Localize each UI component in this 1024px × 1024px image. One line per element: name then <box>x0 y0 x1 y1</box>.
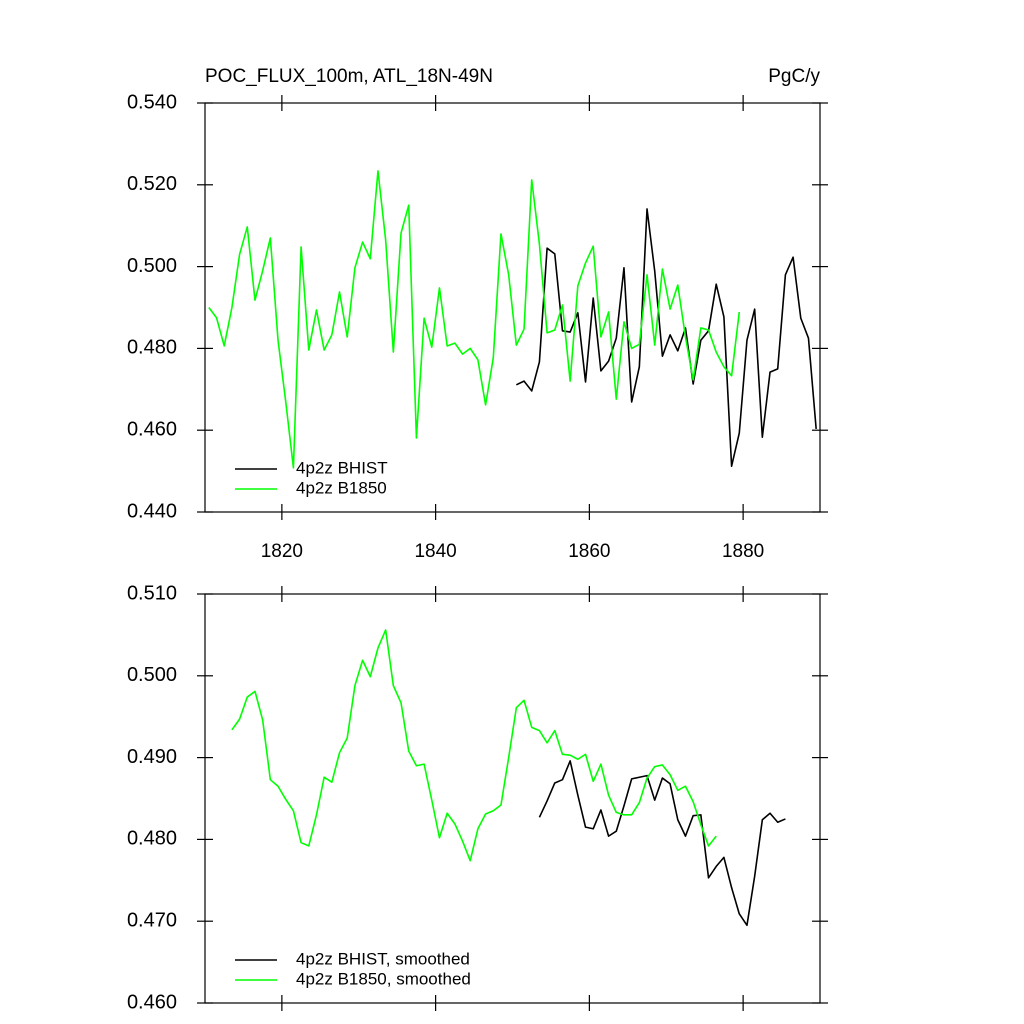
y-tick-label: 0.460 <box>127 991 177 1013</box>
y-tick-label: 0.500 <box>127 664 177 686</box>
y-tick-label: 0.440 <box>127 500 177 522</box>
x-tick-label: 1860 <box>568 541 610 562</box>
y-tick-label: 0.520 <box>127 173 177 195</box>
legend-label: 4p2z B1850, smoothed <box>296 969 471 988</box>
legend-label: 4p2z BHIST, smoothed <box>296 949 470 968</box>
chart-title: POC_FLUX_100m, ATL_18N-49N <box>205 66 493 87</box>
y-tick-label: 0.480 <box>127 828 177 850</box>
x-tick-label: 1840 <box>414 541 456 562</box>
data-line <box>515 208 817 467</box>
data-line <box>208 170 741 469</box>
data-line <box>231 629 717 862</box>
y-tick-label: 0.510 <box>127 582 177 604</box>
x-tick-label: 1820 <box>261 541 303 562</box>
y-tick-label: 0.460 <box>127 418 177 440</box>
legend-label: 4p2z BHIST <box>296 458 388 477</box>
y-tick-label: 0.480 <box>127 337 177 359</box>
data-line <box>538 760 786 927</box>
y-tick-label: 0.470 <box>127 909 177 931</box>
plot-frame <box>204 593 821 1004</box>
legend-label: 4p2z B1850 <box>296 478 387 497</box>
y-tick-label: 0.500 <box>127 255 177 277</box>
units-label: PgC/y <box>768 66 820 87</box>
y-tick-label: 0.540 <box>127 91 177 113</box>
plot-frame <box>204 102 821 513</box>
y-tick-label: 0.490 <box>127 746 177 768</box>
x-tick-label: 1880 <box>722 541 764 562</box>
